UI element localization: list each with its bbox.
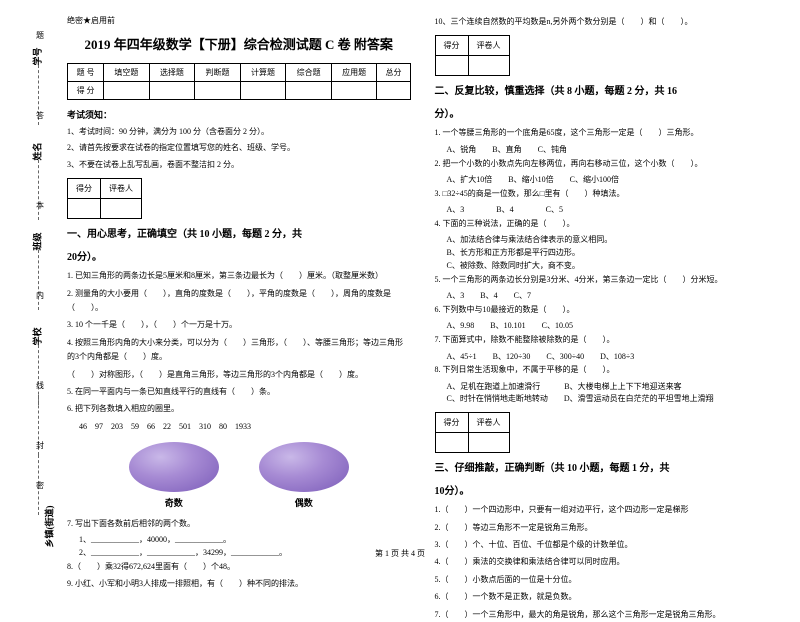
question: 9. 小红、小军和小明3人排成一排照相，有（ ）种不同的排法。 bbox=[67, 577, 411, 591]
bind-char: 答 bbox=[36, 110, 44, 121]
question: （ ）对称图形，（ ）是直角三角形，等边三角形的3个内角都是（ ）度。 bbox=[67, 368, 411, 382]
notice-title: 考试须知： bbox=[67, 108, 411, 121]
option: A、加法结合律与乘法结合律表示的意义相同。 bbox=[435, 234, 779, 247]
question: 7. 写出下面各数前后相邻的两个数。 bbox=[67, 517, 411, 531]
option: B、长方形和正方形都是平行四边形。 bbox=[435, 247, 779, 260]
question: 4. 下面的三种说法，正确的是（ ）。 bbox=[435, 217, 779, 231]
section3-cont: 10分）。 bbox=[435, 482, 779, 497]
section3-title: 三、仔细推敲，正确判断（共 10 小题，每题 1 分，共 bbox=[435, 463, 670, 474]
section2-cont: 分）。 bbox=[435, 105, 779, 120]
score-table: 题 号 填空题 选择题 判断题 计算题 综合题 应用题 总分 得 分 bbox=[67, 63, 411, 100]
table-row: 题 号 填空题 选择题 判断题 计算题 综合题 应用题 总分 bbox=[68, 64, 411, 82]
section1-title: 一、用心思考，正确填空（共 10 小题，每题 2 分，共 bbox=[67, 229, 302, 240]
field-class: 班级 bbox=[28, 235, 46, 248]
question: 10、三个连续自然数的平均数是n,另外两个数分别是（ ）和（ ）。 bbox=[435, 15, 779, 29]
oval-shape bbox=[259, 442, 349, 492]
question: 4. 按照三角形内角的大小来分类，可以分为（ ）三角形，（ ）、等腰三角形；等边… bbox=[67, 336, 411, 365]
content-area: 绝密★启用前 2019 年四年级数学【下册】综合检测试题 C 卷 附答案 题 号… bbox=[50, 0, 800, 565]
bind-char: 内 bbox=[36, 290, 44, 301]
dash-line bbox=[38, 250, 39, 310]
notice-item: 1、考试时间：90 分钟，满分为 100 分（含卷面分 2 分）。 bbox=[67, 125, 411, 139]
options: A、45÷1 B、120÷30 C、300÷40 D、108÷3 bbox=[435, 351, 779, 364]
bind-char: 本 bbox=[36, 200, 44, 211]
question: 6. 把下列各数填入相应的圈里。 bbox=[67, 402, 411, 416]
marker-table: 得分评卷人 bbox=[435, 35, 510, 76]
options: A、扩大10倍 B、缩小10倍 C、缩小100倍 bbox=[435, 174, 779, 187]
question: 1.（ ）一个四边形中，只要有一组对边平行，这个四边形一定是梯形 bbox=[435, 503, 779, 517]
question: 8. 下列日常生活现象中，不属于平移的是（ ）。 bbox=[435, 363, 779, 377]
number-list: 46 97 203 59 66 22 501 310 80 1933 bbox=[67, 420, 411, 434]
question: 6. 下列数中与10最接近的数是（ ）。 bbox=[435, 303, 779, 317]
question: 6.（ ）一个数不是正数，就是负数。 bbox=[435, 590, 779, 604]
left-column: 绝密★启用前 2019 年四年级数学【下册】综合检测试题 C 卷 附答案 题 号… bbox=[55, 15, 423, 560]
option: C、时针在悄悄地走断地转动 D、滑雪运动员在白茫茫的平坦雪地上滑翔 bbox=[435, 393, 779, 406]
question: 5.（ ）小数点后面的一位是十分位。 bbox=[435, 573, 779, 587]
question: 4.（ ）乘法的交换律和乘法结合律可以同时应用。 bbox=[435, 555, 779, 569]
exam-title: 2019 年四年级数学【下册】综合检测试题 C 卷 附答案 bbox=[67, 34, 411, 53]
section2-title: 二、反复比较，慎重选择（共 8 小题，每题 2 分，共 16 bbox=[435, 86, 678, 97]
question-sub: 2、____________，____________，34299，______… bbox=[67, 547, 411, 560]
field-name: 姓名 bbox=[28, 145, 46, 158]
oval-even: 偶数 bbox=[259, 442, 349, 509]
question: 3. 10 个一千是（ ），（ ）个一万是十万。 bbox=[67, 318, 411, 332]
bind-char: 题 bbox=[36, 30, 44, 41]
option: C、被除数、除数同时扩大，商不变。 bbox=[435, 260, 779, 273]
options: A、9.98 B、10.101 C、10.05 bbox=[435, 320, 779, 333]
question: 3.（ ）个、十位、百位、千位都是个级的计数单位。 bbox=[435, 538, 779, 552]
field-school: 学校 bbox=[28, 330, 46, 343]
secrecy-tag: 绝密★启用前 bbox=[67, 15, 411, 26]
bind-char: 密 bbox=[36, 480, 44, 491]
oval-diagram: 奇数 偶数 bbox=[67, 442, 411, 509]
exam-page: 学号 题 答 姓名 本 班级 内 学校 线 封 密 乡镇(街道) 绝密★启用前 … bbox=[0, 0, 800, 565]
question: 2.（ ）等边三角形不一定是锐角三角形。 bbox=[435, 521, 779, 535]
question: 1. 一个等腰三角形的一个底角是65度，这个三角形一定是（ ）三角形。 bbox=[435, 126, 779, 140]
bind-char: 封 bbox=[36, 440, 44, 451]
dash-line bbox=[38, 160, 39, 220]
options: A、3 B、4 C、7 bbox=[435, 290, 779, 303]
oval-odd: 奇数 bbox=[129, 442, 219, 509]
section1-cont: 20分）。 bbox=[67, 248, 411, 263]
page-footer: 第 1 页 共 4 页 bbox=[375, 548, 425, 559]
question-sub: 1、____________，40000，____________。 bbox=[67, 534, 411, 547]
bind-char: 线 bbox=[36, 380, 44, 391]
question: 7.（ ）一个三角形中，最大的角是锐角，那么这个三角形一定是锐角三角形。 bbox=[435, 608, 779, 622]
right-column: 10、三个连续自然数的平均数是n,另外两个数分别是（ ）和（ ）。 得分评卷人 … bbox=[423, 15, 791, 560]
question: 1. 已知三角形的两条边长是5厘米和8厘米，第三条边最长为（ ）厘米。（取整厘米… bbox=[67, 269, 411, 283]
oval-shape bbox=[129, 442, 219, 492]
table-row: 得 分 bbox=[68, 82, 411, 100]
notice-item: 3、不要在试卷上乱写乱画，卷面不整洁扣 2 分。 bbox=[67, 158, 411, 172]
question: 2. 测量角的大小要用（ ），直角的度数是（ ），平角的度数是（ ），周角的度数… bbox=[67, 287, 411, 316]
binding-margin: 学号 题 答 姓名 本 班级 内 学校 线 封 密 乡镇(街道) bbox=[0, 0, 50, 565]
option: A、足机在跑道上加速滑行 B、大楼电梯上上下下地迎送来客 bbox=[435, 381, 779, 394]
options: A、3 B、4 C、5 bbox=[435, 204, 779, 217]
notice-item: 2、请首先按要求在试卷的指定位置填写您的姓名、班级、学号。 bbox=[67, 141, 411, 155]
field-town: 乡镇(街道) bbox=[28, 520, 70, 533]
marker-table: 得分评卷人 bbox=[435, 412, 510, 453]
question: 5. 一个三角形的两条边长分别是3分米、4分米，第三条边一定比（ ）分米短。 bbox=[435, 273, 779, 287]
marker-table: 得分评卷人 bbox=[67, 178, 142, 219]
options: A、锐角 B、直角 C、钝角 bbox=[435, 144, 779, 157]
question: 7. 下面算式中，除数不能整除被除数的是（ ）。 bbox=[435, 333, 779, 347]
question: 8.（ ）乘32得672,624里面有（ ）个48。 bbox=[67, 560, 411, 574]
field-student-id: 学号 bbox=[28, 50, 46, 63]
question: 2. 把一个小数的小数点先向左移两位，再向右移动三位，这个小数（ ）。 bbox=[435, 157, 779, 171]
question: 3. □32÷45的商是一位数，那么□里有（ ）种填法。 bbox=[435, 187, 779, 201]
question: 5. 在同一平面内与一条已知直线平行的直线有（ ）条。 bbox=[67, 385, 411, 399]
